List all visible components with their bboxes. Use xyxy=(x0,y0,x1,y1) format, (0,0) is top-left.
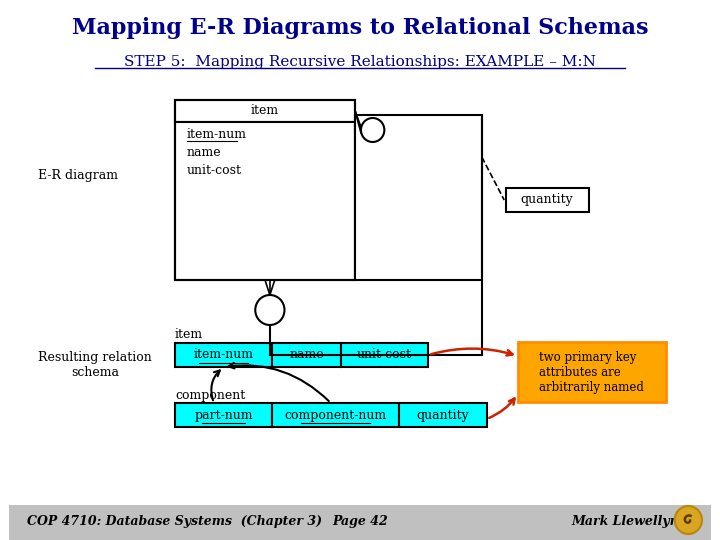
FancyBboxPatch shape xyxy=(518,342,666,402)
Text: component: component xyxy=(175,388,245,402)
FancyBboxPatch shape xyxy=(399,403,487,427)
Text: STEP 5:  Mapping Recursive Relationships: EXAMPLE – M:N: STEP 5: Mapping Recursive Relationships:… xyxy=(124,55,596,69)
FancyBboxPatch shape xyxy=(9,505,711,540)
Text: part-num: part-num xyxy=(194,408,253,422)
FancyBboxPatch shape xyxy=(175,122,355,280)
Text: COP 4710: Database Systems  (Chapter 3): COP 4710: Database Systems (Chapter 3) xyxy=(27,516,322,529)
Text: item: item xyxy=(175,328,203,341)
Text: Mark Llewellyn: Mark Llewellyn xyxy=(572,516,680,529)
FancyBboxPatch shape xyxy=(175,403,272,427)
FancyBboxPatch shape xyxy=(506,188,589,212)
Text: item-num: item-num xyxy=(186,129,246,141)
Text: Mapping E-R Diagrams to Relational Schemas: Mapping E-R Diagrams to Relational Schem… xyxy=(72,17,648,39)
Text: E-R diagram: E-R diagram xyxy=(38,168,119,181)
FancyBboxPatch shape xyxy=(355,115,482,280)
Text: quantity: quantity xyxy=(521,193,573,206)
Text: item: item xyxy=(251,105,279,118)
Text: Resulting relation
schema: Resulting relation schema xyxy=(38,351,152,379)
Text: two primary key
attributes are
arbitrarily named: two primary key attributes are arbitrari… xyxy=(539,350,644,394)
Text: quantity: quantity xyxy=(416,408,469,422)
FancyBboxPatch shape xyxy=(341,343,428,367)
Text: component-num: component-num xyxy=(284,408,387,422)
Text: unit-cost: unit-cost xyxy=(186,165,242,178)
Text: Page 42: Page 42 xyxy=(332,516,388,529)
FancyBboxPatch shape xyxy=(272,343,341,367)
Text: name: name xyxy=(186,146,221,159)
FancyBboxPatch shape xyxy=(175,343,272,367)
FancyBboxPatch shape xyxy=(175,100,355,122)
FancyBboxPatch shape xyxy=(272,403,399,427)
Text: item-num: item-num xyxy=(194,348,253,361)
Text: name: name xyxy=(289,348,324,361)
Circle shape xyxy=(675,506,702,534)
Text: unit-cost: unit-cost xyxy=(357,348,412,361)
